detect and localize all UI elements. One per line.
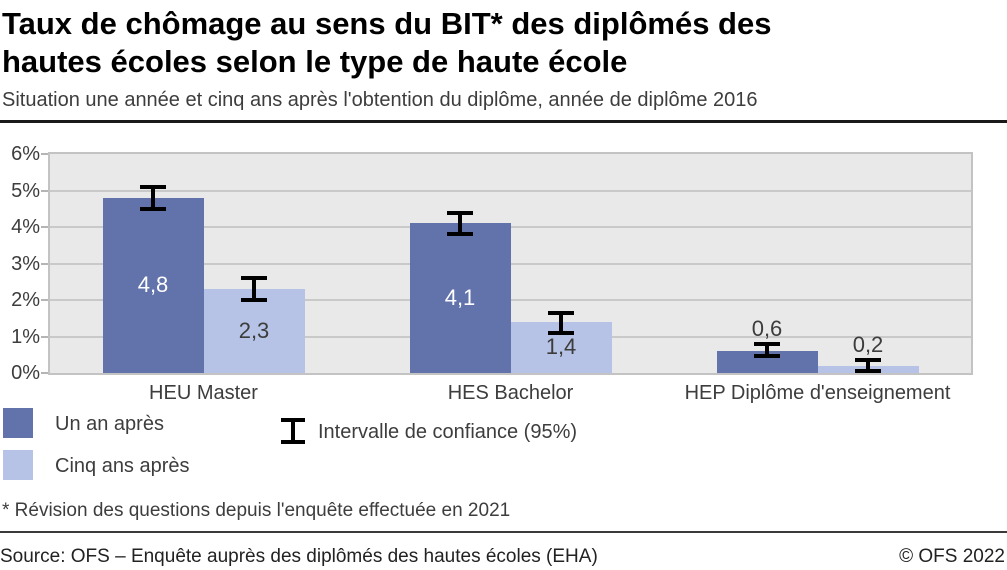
bar-value-label: 2,3 <box>238 318 270 344</box>
y-tick-label: 1% <box>11 325 40 348</box>
legend-label-cinq-ans: Cinq ans après <box>55 455 190 477</box>
x-category-label: HEU Master <box>149 382 258 404</box>
source-text: Source: OFS – Enquête auprès des diplômé… <box>0 546 598 567</box>
confidence-interval-icon <box>281 418 305 444</box>
confidence-interval-label: Intervalle de confiance (95%) <box>318 421 578 443</box>
bar-un-an-3 <box>716 351 818 373</box>
error-bar-cap-bottom <box>548 330 574 335</box>
error-bar-stem <box>765 341 769 359</box>
y-tick-mark <box>41 189 49 192</box>
y-tick-mark <box>41 372 49 374</box>
error-bar-cap-bottom <box>855 368 881 373</box>
error-bar-cap-bottom <box>754 354 780 359</box>
page-title: Taux de chômage au sens du BIT* des dipl… <box>2 6 772 79</box>
error-bar <box>447 210 473 237</box>
y-tick-label: 4% <box>11 216 40 238</box>
bar-value-label: 4,8 <box>137 272 169 298</box>
footer: Source: OFS – Enquête auprès des diplômé… <box>0 546 1005 568</box>
chart-header: Taux de chômage au sens du BIT* des dipl… <box>2 5 1007 112</box>
error-bar <box>855 358 881 373</box>
error-bar-cap-bottom <box>140 206 166 211</box>
gridline-5pct <box>50 189 971 192</box>
gridline-4pct <box>50 226 971 228</box>
bar-chart: 0% 1% 2% 3% 4% 5% 6% 4,8 4,1 0,6 2,3 1,4 0,2 HEU Ma… <box>0 130 1007 405</box>
y-tick-mark <box>41 299 49 301</box>
x-category-label: HES Bachelor <box>447 382 574 404</box>
y-tick-mark <box>41 153 49 155</box>
footnote: * Révision des questions depuis l'enquêt… <box>2 500 511 521</box>
y-tick-label: 6% <box>11 143 40 165</box>
error-bar-stem <box>866 358 870 373</box>
footer-divider <box>0 531 1007 533</box>
copyright-text: © OFS 2022 <box>899 546 1005 567</box>
bar-value-label: 1,4 <box>545 334 577 360</box>
y-tick-mark <box>41 262 49 265</box>
page-subtitle: Situation une année et cinq ans après l'… <box>2 89 758 111</box>
x-category-label: HEP Diplôme d'enseignement <box>684 382 951 404</box>
y-tick-label: 2% <box>11 289 40 311</box>
error-bar-stem <box>458 210 462 237</box>
chart-legend: Un an après Cinq ans après Intervalle de… <box>0 405 1007 500</box>
error-bar-stem <box>252 276 256 302</box>
error-bar-cap-bottom <box>241 297 267 302</box>
y-tick-label: 3% <box>11 252 40 275</box>
y-tick-label: 0% <box>11 362 40 384</box>
y-tick-label: 5% <box>11 179 40 202</box>
y-tick-mark <box>41 226 49 228</box>
bar-un-an-1 <box>102 197 204 373</box>
gridline-3pct <box>50 262 971 265</box>
bar-cinq-ans-1 <box>203 289 305 373</box>
error-bar-cap-bottom <box>447 232 473 237</box>
header-divider <box>0 120 1007 123</box>
bar-value-label: 0,2 <box>852 332 884 358</box>
legend-swatch-cinq-ans <box>3 450 33 480</box>
bar-un-an-2 <box>409 223 511 373</box>
plot-area: 4,8 4,1 0,6 2,3 1,4 0,2 <box>48 152 973 375</box>
y-tick-mark <box>41 335 49 338</box>
bar-value-label: 0,6 <box>751 315 783 341</box>
error-bar <box>754 341 780 359</box>
legend-swatch-un-an <box>3 408 33 438</box>
error-bar <box>548 310 574 335</box>
gridline-2pct <box>50 299 971 301</box>
error-bar-stem <box>559 310 563 335</box>
error-bar-stem <box>151 185 155 211</box>
bar-value-label: 4,1 <box>444 285 476 311</box>
error-bar <box>140 185 166 211</box>
legend-label-un-an: Un an après <box>55 413 164 435</box>
error-bar <box>241 276 267 302</box>
